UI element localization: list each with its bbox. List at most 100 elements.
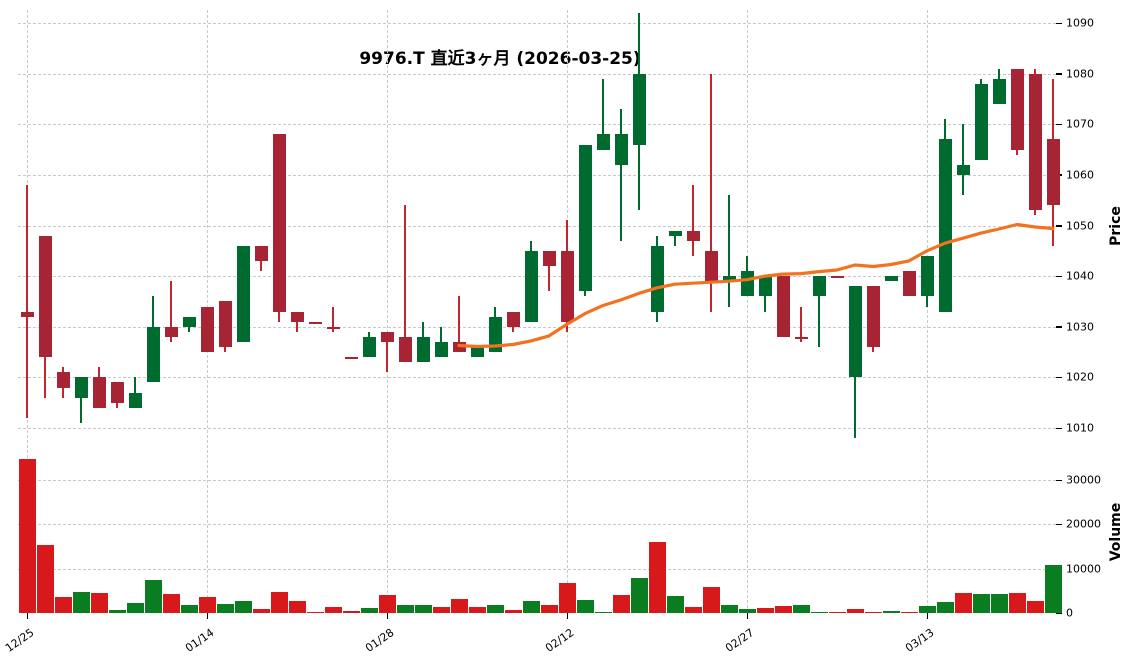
- volume-bar: [162, 593, 180, 613]
- volume-bar: [756, 608, 774, 613]
- candle-wick: [728, 195, 730, 307]
- price-axis-title: Price: [1108, 205, 1124, 246]
- candle-down: [542, 250, 556, 266]
- price-tick-label: 1030: [1066, 320, 1094, 334]
- volume-bar: [288, 601, 306, 613]
- x-axis-tick: [26, 613, 28, 619]
- volume-tick: [1056, 612, 1062, 614]
- volume-bar: [378, 594, 396, 613]
- volume-bar: [900, 612, 918, 613]
- price-tick-label: 1020: [1066, 370, 1094, 384]
- volume-bar: [774, 605, 792, 613]
- candle-up: [974, 83, 988, 160]
- volume-bar: [864, 612, 882, 613]
- volume-gridline: [18, 568, 1056, 570]
- candle-up: [992, 78, 1006, 104]
- price-tick-label: 1010: [1066, 421, 1094, 435]
- candle-up: [362, 336, 376, 358]
- volume-bar: [648, 541, 666, 613]
- volume-bar: [972, 593, 990, 613]
- price-tick-label: 1040: [1066, 269, 1094, 283]
- volume-bar: [36, 545, 54, 613]
- volume-bar: [108, 609, 126, 613]
- x-axis-tick-label: 12/25: [3, 626, 37, 655]
- candle-up: [650, 245, 664, 312]
- volume-bar: [486, 604, 504, 613]
- candle-up: [722, 276, 736, 282]
- volume-bar: [594, 612, 612, 613]
- volume-bar: [306, 612, 324, 613]
- volume-bar: [468, 607, 486, 613]
- volume-bar: [504, 610, 522, 613]
- volume-tick-label: 0: [1066, 606, 1073, 620]
- candle-wick: [710, 73, 712, 312]
- volume-bar: [1026, 601, 1044, 613]
- volume-tick-label: 20000: [1066, 517, 1101, 531]
- x-axis-tick: [386, 613, 388, 619]
- price-tick-label: 1060: [1066, 168, 1094, 182]
- volume-bar: [882, 610, 900, 613]
- volume-axis-title: Volume: [1108, 502, 1124, 562]
- volume-bar: [558, 583, 576, 613]
- volume-bar: [216, 603, 234, 613]
- candle-up: [74, 377, 88, 398]
- candle-up: [236, 245, 250, 342]
- volume-bar: [270, 591, 288, 613]
- candle-down: [326, 326, 340, 329]
- candle-up: [146, 326, 160, 383]
- price-tick: [1056, 326, 1062, 328]
- candle-up: [470, 347, 484, 358]
- volume-bar: [414, 605, 432, 613]
- candle-up: [848, 286, 862, 378]
- candle-down: [704, 250, 718, 282]
- x-axis-tick-label: 02/27: [723, 626, 757, 655]
- candle-down: [344, 357, 358, 360]
- price-tick: [1056, 73, 1062, 75]
- volume-bar: [126, 603, 144, 613]
- candle-down: [200, 306, 214, 353]
- volume-tick: [1056, 479, 1062, 481]
- candle-down: [20, 311, 34, 317]
- volume-bar: [1008, 593, 1026, 613]
- volume-gridline: [18, 524, 1056, 526]
- volume-bar: [576, 599, 594, 613]
- candle-down: [398, 336, 412, 363]
- candle-up: [416, 336, 430, 363]
- x-axis-tick-label: 03/13: [903, 626, 937, 655]
- candle-up: [524, 250, 538, 322]
- candle-wick: [602, 78, 604, 150]
- volume-bar: [684, 607, 702, 613]
- candle-up: [596, 134, 610, 150]
- volume-bar: [720, 604, 738, 613]
- candle-down: [164, 326, 178, 337]
- candle-up: [956, 164, 970, 175]
- volume-bar: [54, 596, 72, 613]
- volume-bar: [450, 599, 468, 613]
- price-tick: [1056, 427, 1062, 429]
- candle-up: [884, 276, 898, 282]
- x-axis-tick: [746, 613, 748, 619]
- price-gridline: [18, 73, 1056, 75]
- candle-down: [110, 382, 124, 403]
- candle-wick: [386, 331, 388, 373]
- candle-wick: [620, 109, 622, 241]
- price-tick: [1056, 225, 1062, 227]
- volume-bar: [18, 459, 36, 613]
- volume-bar: [324, 607, 342, 613]
- candle-down: [794, 336, 808, 339]
- candle-wick: [80, 377, 82, 423]
- candle-up: [182, 316, 196, 327]
- x-axis-tick: [926, 613, 928, 619]
- volume-bar: [666, 596, 684, 613]
- candle-down: [38, 235, 52, 358]
- price-gridline: [18, 225, 1056, 227]
- volume-tick-label: 30000: [1066, 473, 1101, 487]
- volume-bar: [180, 605, 198, 613]
- volume-bar: [522, 601, 540, 613]
- volume-bar: [198, 597, 216, 613]
- candle-down: [272, 134, 286, 312]
- candle-down: [506, 311, 520, 327]
- volume-bar: [1044, 564, 1062, 613]
- vertical-gridline: [747, 10, 748, 613]
- candle-wick: [170, 281, 172, 342]
